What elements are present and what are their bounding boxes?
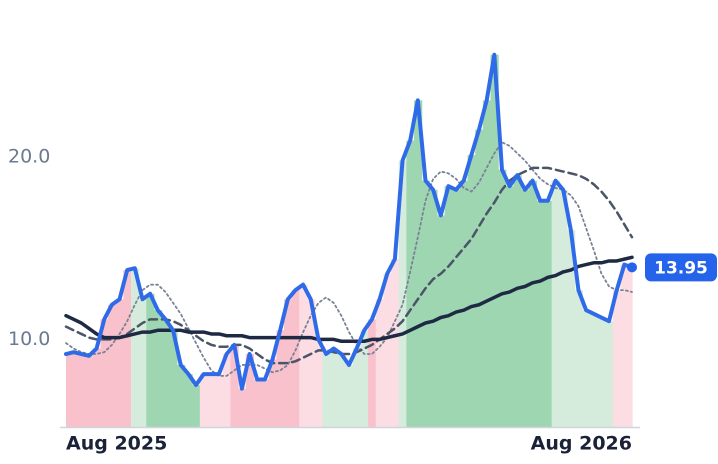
area-bar: [77, 354, 86, 427]
area-bar: [100, 319, 109, 427]
area-bar: [521, 189, 530, 427]
area-bar: [383, 273, 392, 427]
area-bar: [436, 215, 446, 427]
area-bar: [414, 100, 423, 427]
area-bar: [314, 339, 323, 427]
area-bar: [123, 270, 132, 427]
area-bar: [215, 374, 224, 427]
area-bar: [245, 354, 254, 427]
area-bar: [559, 189, 568, 427]
y-tick-label: 20.0: [8, 145, 50, 167]
average-line: [64, 255, 634, 343]
area-bars: [66, 54, 633, 428]
area-bar: [146, 293, 155, 427]
area-bar: [459, 180, 469, 427]
area-bar: [398, 160, 407, 428]
area-bar: [467, 155, 476, 427]
area-bar: [620, 264, 629, 427]
area-bar: [375, 299, 385, 427]
area-bar: [299, 284, 308, 427]
labels: 10.0 20.0 Aug 2025 Aug 2026 13.95: [8, 145, 717, 455]
area-bar: [138, 299, 147, 427]
area-bar: [475, 129, 484, 428]
last-value-pill: [645, 253, 717, 282]
area-bar: [153, 310, 163, 427]
area-bar: [582, 310, 591, 427]
average-line: [65, 141, 633, 377]
area-bar: [253, 379, 262, 427]
area-bar: [368, 319, 377, 427]
area-bar: [429, 189, 438, 427]
area-bar: [574, 290, 583, 427]
area-bar: [391, 259, 400, 427]
area-bar: [329, 348, 339, 427]
area-bar: [207, 374, 216, 427]
area-bar: [337, 354, 346, 427]
area-bar: [322, 354, 331, 427]
area-bar: [612, 290, 622, 427]
area-bar: [490, 54, 499, 427]
last-value-label: 13.95: [654, 258, 708, 278]
area-bar: [345, 364, 354, 427]
area-bar: [498, 169, 507, 427]
x-tick-label: Aug 2026: [531, 433, 632, 455]
area-bar: [184, 374, 193, 427]
area-bar: [176, 364, 186, 427]
last-point: [627, 262, 637, 273]
area-bar: [406, 140, 415, 427]
area-bar: [452, 189, 461, 427]
area-bar: [505, 186, 515, 427]
area-bar: [589, 313, 599, 427]
area-bar: [513, 175, 522, 427]
area-bar: [92, 348, 102, 427]
area-bar: [131, 268, 140, 427]
lines: [64, 52, 634, 391]
area-bar: [536, 200, 545, 427]
area-bar: [276, 330, 285, 427]
area-bar: [306, 299, 316, 427]
area-bar: [66, 354, 71, 427]
area-bar: [261, 379, 270, 427]
area-bar: [444, 186, 453, 427]
area-bar: [544, 200, 553, 427]
area-bar: [199, 374, 209, 427]
area-bar: [360, 330, 369, 427]
area-bar: [628, 267, 633, 427]
area-bar: [597, 317, 606, 427]
area-bar: [528, 180, 537, 427]
area-bar: [566, 229, 576, 427]
area-bar: [482, 100, 492, 427]
y-tick-label: 10.0: [8, 328, 50, 350]
area-bar: [85, 355, 94, 427]
area-bar: [230, 344, 239, 427]
area-bar: [238, 388, 247, 427]
average-line: [64, 166, 634, 365]
area-bar: [115, 299, 124, 427]
area-bar: [605, 321, 614, 427]
area-bar: [291, 290, 300, 427]
area-bar: [421, 180, 430, 427]
area-bar: [352, 348, 362, 427]
area-bar: [222, 354, 232, 427]
area-bar: [192, 385, 201, 427]
x-tick-label: Aug 2025: [66, 433, 167, 455]
area-bar: [108, 304, 117, 427]
area-bar: [551, 180, 560, 427]
price-line: [64, 52, 634, 391]
area-bar: [169, 330, 178, 427]
area-bar: [268, 359, 277, 427]
area-bar: [161, 319, 170, 427]
area-bar: [69, 352, 79, 427]
